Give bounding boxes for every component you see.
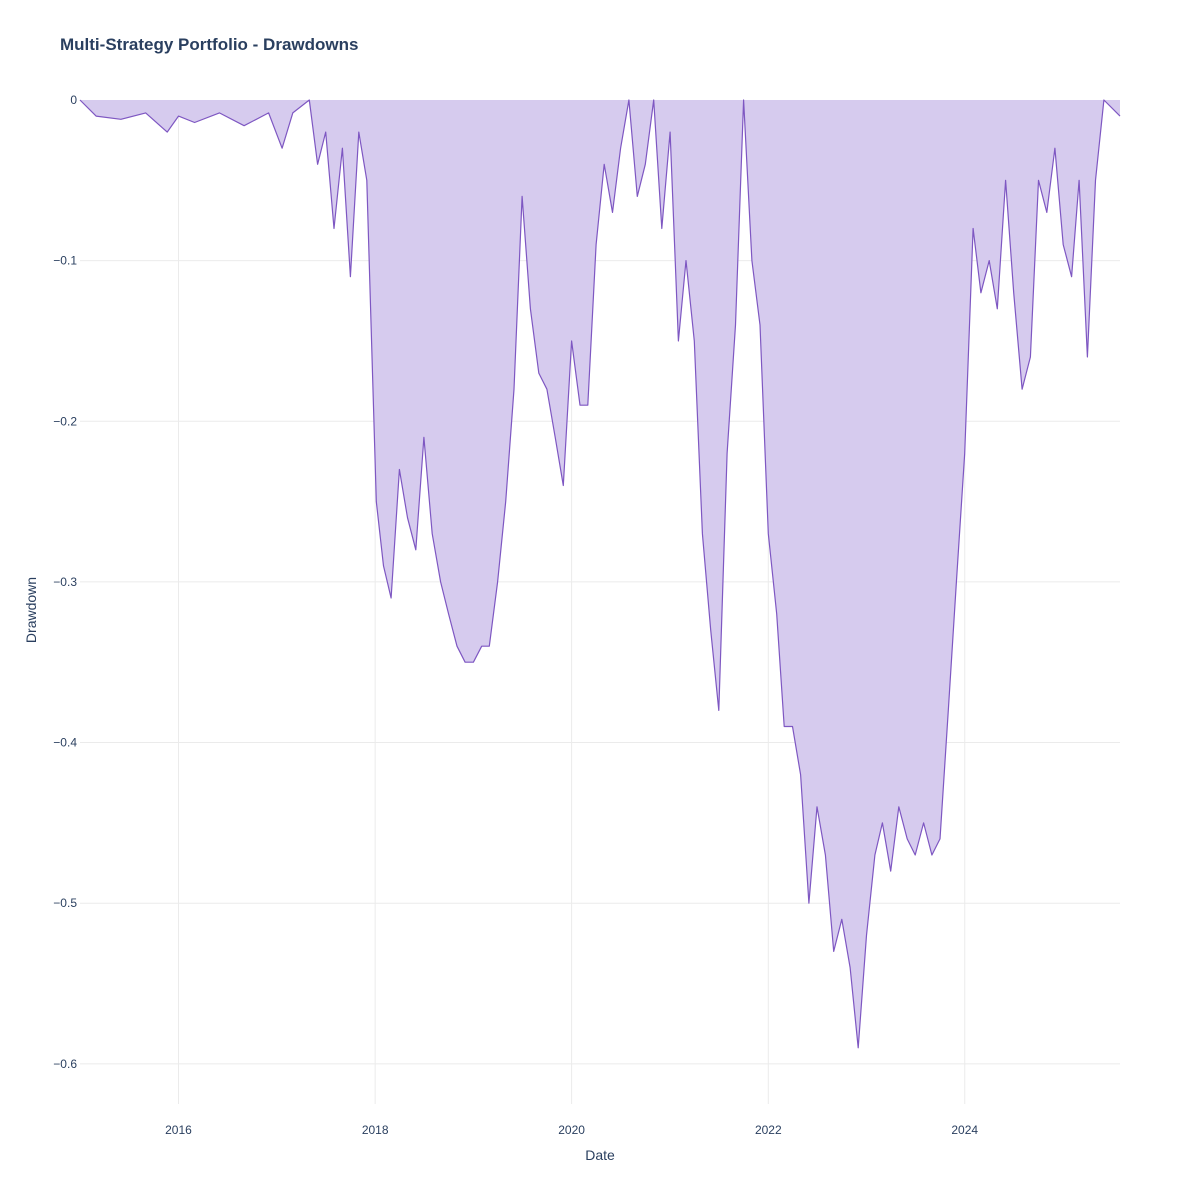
- x-tick-label: 2016: [165, 1123, 192, 1137]
- x-tick-label: 2018: [362, 1123, 389, 1137]
- y-axis-ticks: 0 −0.1 −0.2 −0.3 −0.4 −0.5 −0.6: [53, 93, 77, 1071]
- y-tick-label: −0.3: [53, 575, 77, 589]
- drawdown-area: [80, 100, 1120, 1048]
- chart-title: Multi-Strategy Portfolio - Drawdowns: [60, 35, 358, 54]
- y-tick-label: −0.6: [53, 1057, 77, 1071]
- x-tick-label: 2022: [755, 1123, 782, 1137]
- x-axis-title: Date: [585, 1147, 615, 1163]
- x-axis-ticks: 2016 2018 2020 2022 2024: [165, 1123, 978, 1137]
- x-tick-label: 2020: [558, 1123, 585, 1137]
- series-layer: [79, 99, 1121, 1049]
- drawdown-line: [79, 99, 1121, 1049]
- y-axis-title: Drawdown: [23, 577, 39, 643]
- y-tick-label: −0.5: [53, 896, 77, 910]
- y-tick-label: −0.1: [53, 254, 77, 268]
- y-tick-label: −0.2: [53, 414, 77, 428]
- x-tick-label: 2024: [951, 1123, 978, 1137]
- y-tick-label: −0.4: [53, 736, 77, 750]
- y-tick-label: 0: [70, 93, 77, 107]
